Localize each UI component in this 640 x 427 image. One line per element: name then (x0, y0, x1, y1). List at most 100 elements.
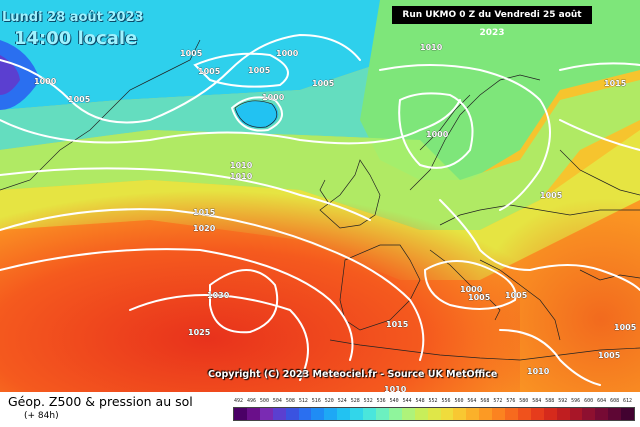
color-scale-label: 540 (389, 398, 399, 404)
color-scale-label: 608 (610, 398, 620, 404)
color-scale-swatch (363, 408, 376, 420)
isobar-label: 1020 (193, 224, 216, 233)
legend-title: Géop. Z500 & pression au sol (8, 394, 193, 409)
copyright-notice: Copyright (C) 2023 Meteociel.fr - Source… (208, 369, 498, 380)
color-scale-label: 544 (402, 398, 412, 404)
color-scale-swatch (259, 408, 273, 420)
color-scale-label: 548 (415, 398, 425, 404)
isobar-label: 1000 (34, 77, 57, 86)
color-scale-swatch (272, 408, 286, 420)
color-scale-label: 564 (467, 398, 477, 404)
color-scale-bar (233, 407, 635, 421)
color-scale-label: 512 (298, 398, 308, 404)
color-scale-label: 588 (545, 398, 555, 404)
color-scale-label: 552 (428, 398, 438, 404)
forecast-time: 14:00 locale (14, 28, 138, 49)
color-scale-swatch (479, 408, 493, 420)
z500-low-blue (0, 40, 40, 110)
color-scale-swatch (492, 408, 506, 420)
z500-low-blue-core (0, 55, 20, 95)
color-scale-label: 604 (597, 398, 607, 404)
color-scale-label: 576 (506, 398, 516, 404)
isobar-label: 1030 (207, 291, 230, 300)
color-scale-label: 536 (376, 398, 386, 404)
weather-map: 1000 1005 1005 1005 1005 1000 1005 1000 … (0, 0, 640, 392)
isobar-label: 1015 (193, 208, 216, 217)
color-scale-label: 568 (480, 398, 490, 404)
color-scale-label: 596 (571, 398, 581, 404)
color-scale-label: 580 (519, 398, 529, 404)
color-scale-swatch (234, 408, 247, 420)
z500-band-east (380, 150, 640, 392)
color-scale-label: 524 (337, 398, 347, 404)
color-scale-swatch (324, 408, 338, 420)
color-scale-swatch (453, 408, 467, 420)
color-scale-swatch (427, 408, 441, 420)
isobar-label: 1005 (540, 191, 563, 200)
color-scale-swatch (595, 408, 609, 420)
isobar-label: 1005 (312, 79, 335, 88)
isobar-label: 1000 (262, 93, 285, 102)
color-scale-label: 584 (532, 398, 542, 404)
color-scale-swatch (298, 408, 312, 420)
legend-subtitle: (+ 84h) (24, 411, 59, 421)
isobar-labels: 1000 1005 1005 1005 1005 1000 1005 1000 … (34, 43, 637, 392)
isobar-label: 1010 (527, 367, 550, 376)
isobar-label: 1005 (180, 49, 203, 58)
color-scale-swatch (505, 408, 518, 420)
color-scale-swatch (569, 408, 583, 420)
color-scale-swatch (582, 408, 596, 420)
color-scale-swatch (608, 408, 622, 420)
isobar-label: 1010 (384, 385, 407, 392)
model-run-label: Run UKMO 0 Z du Vendredi 25 août 2023 (392, 6, 592, 38)
color-scale-label: 520 (324, 398, 334, 404)
isobar-lines (0, 33, 640, 386)
color-scale-swatch (466, 408, 480, 420)
isobar-label: 1000 (426, 130, 449, 139)
color-scale-label: 532 (363, 398, 373, 404)
color-scale-label: 492 (234, 398, 244, 404)
color-scale-swatch (517, 408, 531, 420)
z500-band-cyan (0, 0, 400, 110)
color-scale-swatch (246, 408, 260, 420)
color-scale-label: 496 (246, 398, 256, 404)
isobar-label: 1005 (248, 66, 271, 75)
color-scale-label: 560 (454, 398, 464, 404)
isobar-label: 1015 (604, 79, 627, 88)
color-scale-label: 556 (441, 398, 451, 404)
isobar-label: 1000 (460, 285, 483, 294)
isobar-label: 1010 (420, 43, 443, 52)
color-scale-swatch (530, 408, 544, 420)
forecast-date: Lundi 28 août 2023 (2, 10, 144, 25)
color-scale-label: 592 (558, 398, 568, 404)
color-scale-swatch (337, 408, 351, 420)
color-scale-swatch (556, 408, 570, 420)
color-scale-label: 516 (311, 398, 321, 404)
color-scale-swatch (440, 408, 454, 420)
isobar-label: 1010 (230, 161, 253, 170)
isobar-label: 1000 (276, 49, 299, 58)
isobar-label: 1005 (598, 351, 621, 360)
isobar-label: 1005 (198, 67, 221, 76)
color-scale-swatch (375, 408, 389, 420)
color-scale-label: 600 (584, 398, 594, 404)
color-scale-labels: 492 496 500 504 508 512 516 520 524 528 532 536 540 5… (233, 398, 635, 406)
z500-band-lightcyan (0, 0, 470, 150)
color-scale-label: 612 (623, 398, 633, 404)
color-scale-swatch (621, 408, 635, 420)
color-scale-swatch (543, 408, 557, 420)
isobar-label: 1005 (468, 293, 491, 302)
color-scale-label: 528 (350, 398, 360, 404)
color-scale-label: 572 (493, 398, 503, 404)
isobar-label: 1015 (386, 320, 409, 329)
color-scale-swatch (285, 408, 299, 420)
color-scale-swatch (311, 408, 325, 420)
isobar-label: 1005 (614, 323, 637, 332)
color-scale-label: 500 (259, 398, 269, 404)
coastlines (0, 39, 640, 361)
color-scale-label: 504 (272, 398, 282, 404)
color-scale-swatch (350, 408, 364, 420)
isobar-label: 1010 (230, 172, 253, 181)
color-scale-swatch (388, 408, 402, 420)
isobar-label: 1005 (505, 291, 528, 300)
